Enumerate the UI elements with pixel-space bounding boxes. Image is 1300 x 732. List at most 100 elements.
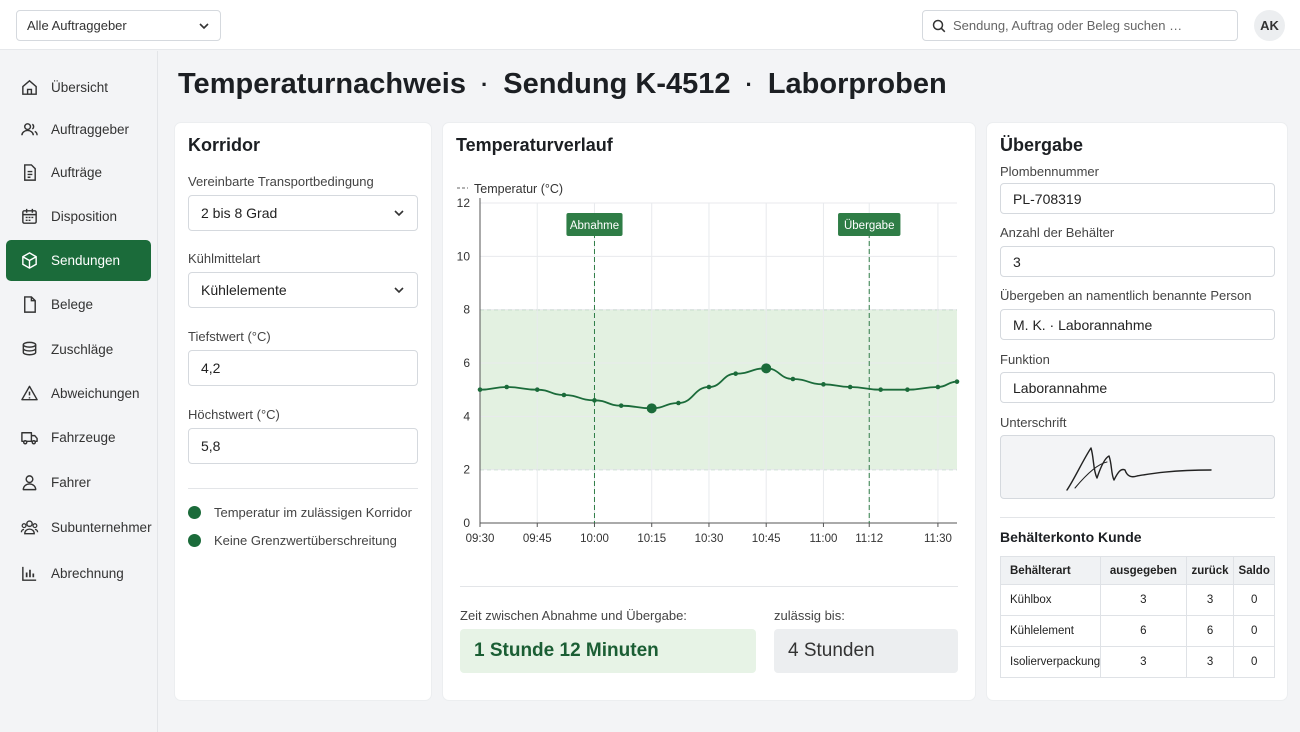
divider xyxy=(188,488,418,489)
allowed-value: 4 Stunden xyxy=(774,629,958,673)
function-field[interactable] xyxy=(1000,372,1275,403)
signature-pad[interactable] xyxy=(1000,435,1275,499)
marker-label: Abnahme xyxy=(570,220,619,232)
table-cell: 6 xyxy=(1100,615,1187,647)
person-input[interactable] xyxy=(1013,316,1262,333)
file-icon xyxy=(24,296,36,313)
count-field[interactable] xyxy=(1000,246,1275,277)
search-box[interactable] xyxy=(922,10,1238,41)
x-tick-label: 10:30 xyxy=(695,533,724,545)
person-label: Übergeben an namentlich benannte Person xyxy=(1000,288,1252,303)
max-label: Höchstwert (°C) xyxy=(188,407,280,422)
y-tick-label: 10 xyxy=(457,249,471,263)
sidebar-item-sendungen[interactable]: Sendungen xyxy=(6,240,151,281)
sidebar-item-fahrer[interactable]: Fahrer xyxy=(6,462,151,503)
count-label: Anzahl der Behälter xyxy=(1000,225,1115,240)
title-separator: · xyxy=(480,71,489,97)
sidebar-item-abweichungen[interactable]: Abweichungen xyxy=(6,373,151,414)
column-header: Saldo xyxy=(1233,556,1275,585)
search-icon xyxy=(932,19,946,32)
y-tick-label: 2 xyxy=(463,463,470,477)
coolant-select[interactable]: Kühlelemente xyxy=(188,272,418,308)
chevron-down-icon xyxy=(199,22,209,29)
condition-select[interactable]: 2 bis 8 Grad xyxy=(188,195,418,231)
y-tick-label: 8 xyxy=(463,303,470,317)
uebergabe-title: Übergabe xyxy=(1000,135,1084,155)
signature-label: Unterschrift xyxy=(1000,415,1067,430)
function-input[interactable] xyxy=(1013,379,1262,396)
document-icon xyxy=(24,164,36,181)
condition-label: Vereinbarte Transportbedingung xyxy=(188,174,374,189)
sidebar-item-label: Auftraggeber xyxy=(51,122,130,137)
sidebar-item-zuschlaege[interactable]: Zuschläge xyxy=(6,329,151,370)
sidebar-item-label: Abrechnung xyxy=(51,566,124,581)
max-field[interactable] xyxy=(188,428,418,464)
sidebar-item-auftraggeber[interactable]: Auftraggeber xyxy=(6,109,151,150)
data-point xyxy=(477,387,483,392)
min-field[interactable] xyxy=(188,350,418,386)
coolant-value: Kühlelemente xyxy=(201,282,287,298)
avatar[interactable]: AK xyxy=(1254,10,1285,41)
data-point xyxy=(878,387,883,392)
sidebar-item-subunternehmer[interactable]: Subunternehmer xyxy=(6,507,152,548)
column-header: zurück xyxy=(1185,556,1235,585)
seal-field[interactable] xyxy=(1000,183,1275,214)
x-tick-label: 10:45 xyxy=(752,533,781,545)
top-bar: Alle Auftraggeber AK xyxy=(0,0,1300,50)
table-cell: 0 xyxy=(1233,646,1275,678)
coolant-label: Kühlmittelart xyxy=(188,251,261,266)
sidebar-item-uebersicht[interactable]: Übersicht xyxy=(6,67,151,108)
status-text: Temperatur im zulässigen Korridor xyxy=(214,505,412,520)
sidebar-item-abrechnung[interactable]: Abrechnung xyxy=(6,553,151,594)
page-title-part: Temperaturnachweis xyxy=(178,68,466,100)
page-title: Temperaturnachweis · Sendung K-4512 · La… xyxy=(178,68,947,101)
data-point xyxy=(561,392,567,398)
title-separator: · xyxy=(745,71,753,97)
min-input[interactable] xyxy=(201,360,405,376)
table-cell: Kühlbox xyxy=(999,584,1102,616)
table-cell: 0 xyxy=(1233,615,1275,647)
function-label: Funktion xyxy=(1000,352,1050,367)
data-point xyxy=(706,384,712,390)
x-tick-label: 09:30 xyxy=(466,533,495,545)
table-cell: 3 xyxy=(1185,646,1235,678)
table-cell: 3 xyxy=(1100,584,1187,616)
data-point xyxy=(504,384,510,390)
data-point xyxy=(534,387,540,392)
sidebar-item-fahrzeuge[interactable]: Fahrzeuge xyxy=(6,417,151,458)
seal-input[interactable] xyxy=(1013,190,1262,207)
min-label: Tiefstwert (°C) xyxy=(188,329,271,344)
y-tick-label: 6 xyxy=(463,356,470,370)
sidebar-item-belege[interactable]: Belege xyxy=(6,284,151,325)
table-cell: 3 xyxy=(1100,646,1187,678)
allowed-label: zulässig bis: xyxy=(774,608,845,623)
search-input[interactable] xyxy=(953,18,1228,33)
sidebar-item-auftraege[interactable]: Aufträge xyxy=(6,152,151,193)
max-input[interactable] xyxy=(201,438,405,454)
status-row: Keine Grenzwertüberschreitung xyxy=(188,533,397,548)
x-tick-label: 11:00 xyxy=(809,533,837,545)
x-tick-label: 10:15 xyxy=(637,533,666,545)
client-select-value: Alle Auftraggeber xyxy=(27,18,127,33)
table-cell: Kühlelement xyxy=(999,615,1102,647)
marker-label: Übergabe xyxy=(844,220,895,232)
status-row: Temperatur im zulässigen Korridor xyxy=(188,505,412,520)
client-select[interactable]: Alle Auftraggeber xyxy=(16,10,221,41)
column-header: Behälterart xyxy=(999,556,1102,585)
table-cell: 6 xyxy=(1185,615,1235,647)
divider xyxy=(460,586,958,587)
status-text: Keine Grenzwertüberschreitung xyxy=(214,533,397,548)
divider xyxy=(1000,517,1275,518)
data-point xyxy=(954,379,960,384)
count-input[interactable] xyxy=(1013,253,1262,270)
account-table: Behälterart ausgegeben zurück Saldo Kühl… xyxy=(999,556,1275,678)
person-field[interactable] xyxy=(1000,309,1275,340)
sidebar-item-disposition[interactable]: Disposition xyxy=(6,196,151,237)
status-dot xyxy=(188,534,201,547)
y-tick-label: 4 xyxy=(463,409,470,423)
korridor-title: Korridor xyxy=(188,135,260,155)
package-icon xyxy=(22,252,37,269)
data-point xyxy=(905,387,910,392)
x-tick-label: 11:30 xyxy=(924,533,952,545)
data-point xyxy=(676,400,681,406)
